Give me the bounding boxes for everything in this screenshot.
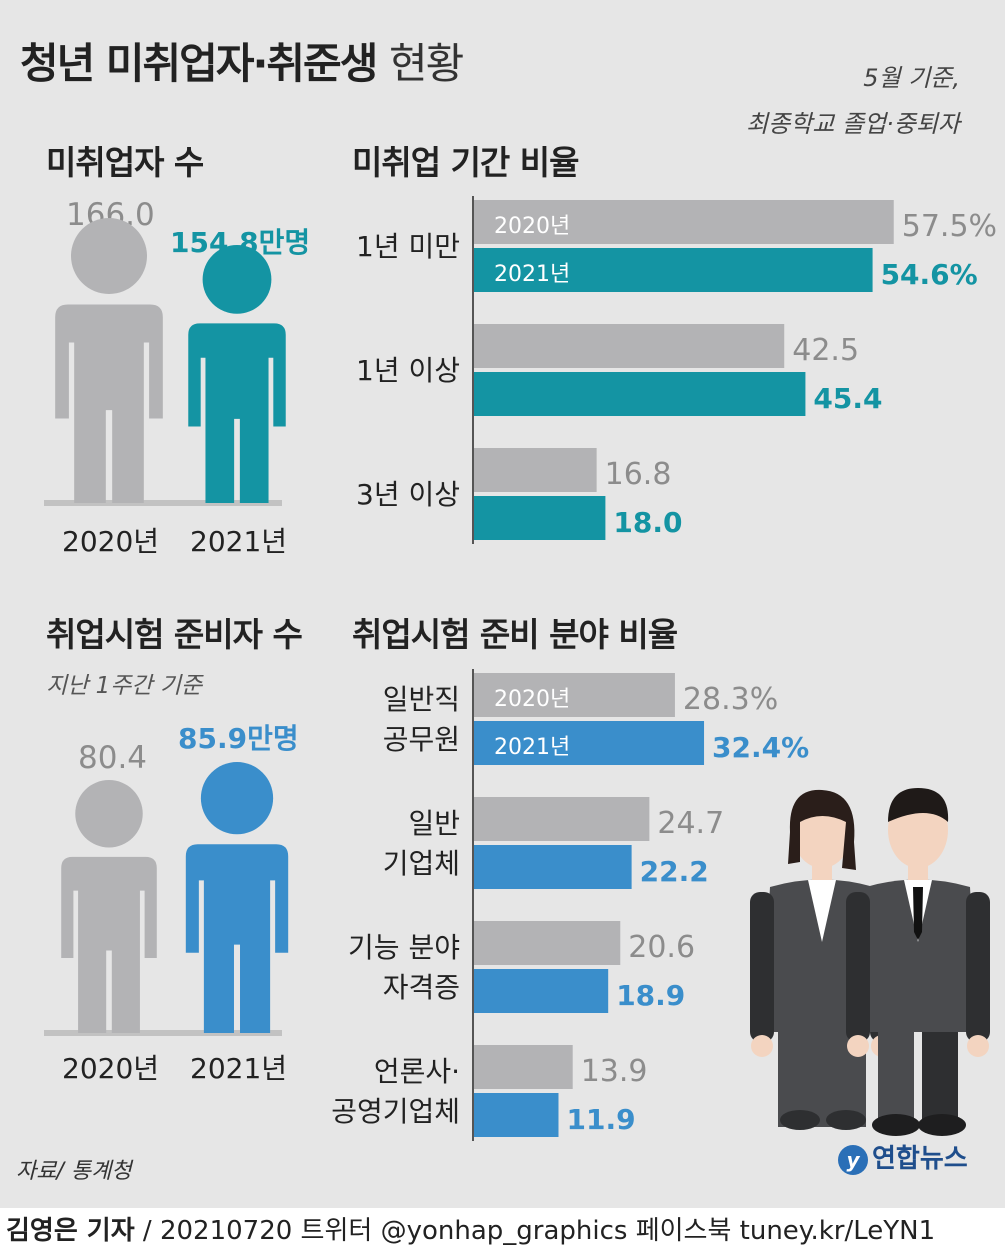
period-legend-2020: 2020년 <box>494 214 570 239</box>
period-category-0-0: 1년 미만 <box>356 230 460 263</box>
field-label-2020-0: 28.3% <box>683 682 778 717</box>
period-label-2021-2: 18.0 <box>613 506 682 539</box>
year-label-2020: 2020년 <box>62 525 160 558</box>
field-category-3-0: 언론사· <box>374 1055 460 1088</box>
unemployed-count-title: 미취업자 수 <box>46 143 204 182</box>
footer-credit: 김영은 기자 / 20210720 트위터 @yonhap_graphics 페… <box>6 1210 935 1247</box>
period-bar-2021-2 <box>474 496 606 540</box>
unemployment-period-title: 미취업 기간 비율 <box>352 143 579 182</box>
worker-man-leg-right <box>922 1022 958 1120</box>
title-main: 청년 미취업자·취준생 <box>20 39 378 88</box>
field-category-0-0: 일반직 <box>383 683 460 716</box>
year-label-2021: 2021년 <box>190 525 288 558</box>
field-category-1-0: 일반 <box>408 807 460 840</box>
person-2021-exam-body <box>185 844 289 1033</box>
field-legend-2021: 2021년 <box>494 735 570 760</box>
field-label-2020-2: 20.6 <box>628 930 695 965</box>
field-label-2020-1: 24.7 <box>657 806 724 841</box>
person-2020-unemployed <box>55 218 163 503</box>
field-category-0-1: 공무원 <box>383 723 460 756</box>
person-2020-unemployed-body <box>55 304 163 503</box>
reporter-name: 김영은 기자 <box>6 1216 135 1246</box>
exam-field-title: 취업시험 준비 분야 비율 <box>352 615 678 654</box>
period-label-2021-1: 45.4 <box>813 382 882 415</box>
exam-prep-subtitle: 지난 1주간 기준 <box>46 673 203 699</box>
field-label-2021-0: 32.4% <box>712 731 809 764</box>
worker-man <box>846 788 990 1136</box>
title-thin: 현황 <box>388 39 464 88</box>
period-bar-2020-0 <box>474 200 894 244</box>
worker-man-hair <box>888 788 949 822</box>
field-bar-2020-3 <box>474 1045 573 1089</box>
basis-note-1: 5월 기준, <box>863 64 960 92</box>
person-2020-exam-body <box>61 856 157 1033</box>
worker-man-tie <box>913 887 923 940</box>
period-bar-2021-0 <box>474 248 873 292</box>
person-2021-unemployed-head <box>202 245 272 314</box>
basis-note-2: 최종학교 졸업·중퇴자 <box>746 110 960 138</box>
exam-prep-2020-value: 80.4 <box>78 740 148 776</box>
field-category-3-1: 공영기업체 <box>331 1095 460 1128</box>
worker-man-shoe-left <box>872 1114 920 1136</box>
source-label: 자료/ 통계청 <box>16 1159 132 1184</box>
worker-woman-hair <box>788 789 856 870</box>
field-legend-2020: 2020년 <box>494 687 570 712</box>
person-2021-unemployed <box>188 245 286 503</box>
worker-woman-shoe-left <box>780 1110 820 1130</box>
exam-prep-2021-value: 85.9만명 <box>178 722 299 755</box>
person-2021-unemployed-body <box>188 323 286 503</box>
period-category-1-0: 1년 이상 <box>356 354 460 387</box>
period-label-2020-1: 42.5 <box>792 333 859 368</box>
worker-man-arm-left <box>846 892 870 1042</box>
year-label-2021-b: 2021년 <box>190 1052 288 1085</box>
worker-man-hand-right <box>967 1035 989 1057</box>
worker-woman-shirt <box>808 880 836 942</box>
period-label-2020-0: 57.5% <box>902 209 997 244</box>
person-2021-exam-head <box>200 762 274 835</box>
yonhap-logo-mark: y <box>838 1144 868 1175</box>
field-bar-2021-0 <box>474 721 705 765</box>
yonhap-logo-text: 연합뉴스 <box>872 1144 968 1174</box>
field-bar-2021-2 <box>474 969 609 1013</box>
field-bar-2020-2 <box>474 921 621 965</box>
field-label-2021-3: 11.9 <box>566 1103 635 1136</box>
worker-man-arm-right <box>966 892 990 1042</box>
period-label-2021-0: 54.6% <box>881 258 978 291</box>
yonhap-logo: y 연합뉴스 <box>838 1138 968 1175</box>
field-label-2021-2: 18.9 <box>616 979 685 1012</box>
worker-woman-shoe-right <box>826 1110 866 1130</box>
field-bar-2020-1 <box>474 797 650 841</box>
person-2020-unemployed-head <box>71 218 147 294</box>
period-bar-2020-1 <box>474 324 785 368</box>
field-bar-2021-3 <box>474 1093 559 1137</box>
person-2020-exam <box>61 780 157 1033</box>
worker-man-jacket <box>858 879 978 1032</box>
field-label-2021-1: 22.2 <box>640 855 709 888</box>
field-bar-2021-1 <box>474 845 632 889</box>
person-2020-exam-head <box>75 780 143 848</box>
period-bar-2021-1 <box>474 372 806 416</box>
period-category-2-0: 3년 이상 <box>356 478 460 511</box>
exam-prep-count-title: 취업시험 준비자 수 <box>46 615 303 654</box>
worker-woman-arm-left <box>750 892 774 1042</box>
page-title: 청년 미취업자·취준생 현황 <box>20 30 464 91</box>
field-bar-2020-0 <box>474 673 675 717</box>
year-label-2020-b: 2020년 <box>62 1052 160 1085</box>
worker-man-hand-left <box>847 1035 869 1057</box>
period-legend-2021: 2021년 <box>494 262 570 287</box>
period-label-2020-2: 16.8 <box>605 457 672 492</box>
field-category-2-1: 자격증 <box>383 971 460 1004</box>
worker-man-shoe-right <box>918 1114 966 1136</box>
period-bar-2020-2 <box>474 448 597 492</box>
worker-man-leg-left <box>878 1022 914 1120</box>
field-category-1-1: 기업체 <box>383 847 460 880</box>
person-2021-exam <box>185 762 289 1033</box>
chart-canvas: 57.5% 54.6% 2020년 2021년 1년 미만 42.5 45.4 1년 이상 16… <box>44 196 997 1141</box>
worker-woman-hand-left <box>751 1035 773 1057</box>
field-category-2-0: 기능 분야 <box>348 931 460 964</box>
field-label-2020-3: 13.9 <box>581 1054 648 1089</box>
footer-info: / 20210720 트위터 @yonhap_graphics 페이스북 tun… <box>134 1216 936 1246</box>
